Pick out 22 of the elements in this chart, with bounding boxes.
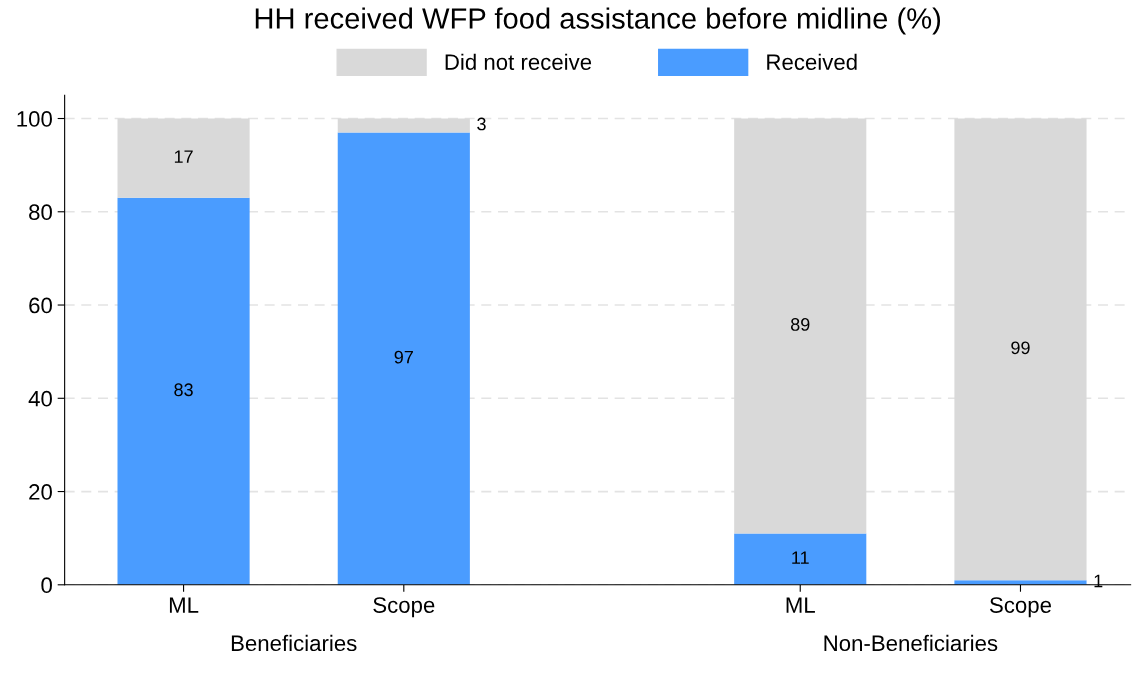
x-tick-label: ML: [786, 597, 815, 613]
data-label: 17: [174, 150, 193, 163]
x-tick-label: ML: [169, 597, 199, 613]
y-tick-label: 0: [41, 577, 52, 594]
chart-title: HH received WFP food assistance before midline (%): [255, 7, 941, 35]
y-tick-label: 20: [29, 484, 52, 500]
data-label: 89: [790, 318, 810, 331]
x-tick-label: Scope: [989, 597, 1051, 618]
data-label: 99: [1011, 341, 1030, 355]
y-tick-label: 60: [29, 297, 52, 314]
data-label: 11: [792, 551, 809, 564]
data-label: 3: [477, 117, 486, 131]
y-tick-label: 100: [17, 111, 52, 127]
data-label: 97: [394, 350, 413, 364]
legend-label: Received: [767, 53, 857, 70]
x-tick-label: Scope: [373, 597, 435, 618]
y-tick-label: 80: [29, 204, 52, 221]
text: Non-Beneficiaries: [824, 634, 998, 652]
y-tick-label: 40: [28, 390, 52, 407]
data-label: 83: [174, 383, 193, 397]
text: Beneficiaries: [231, 634, 357, 652]
legend-label: Did not receive: [445, 53, 592, 70]
